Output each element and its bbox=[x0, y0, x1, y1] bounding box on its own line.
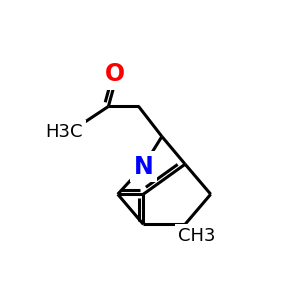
Text: O: O bbox=[105, 62, 125, 86]
Text: N: N bbox=[134, 154, 153, 178]
Text: H3C: H3C bbox=[46, 123, 83, 141]
Text: CH3: CH3 bbox=[178, 227, 215, 245]
